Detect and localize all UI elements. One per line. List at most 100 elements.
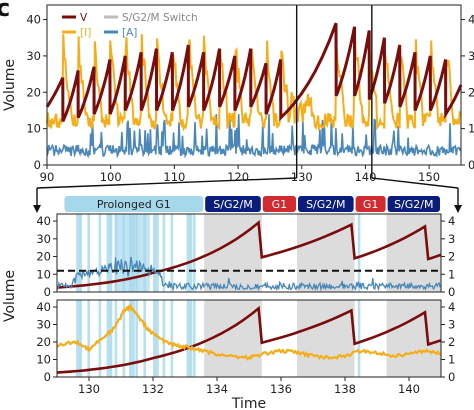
top-xtick-label: 90 [40, 170, 55, 184]
top-ytick-label: 20 [26, 85, 41, 99]
mid-ytick-label: 0 [44, 285, 51, 299]
top-y2tick-label: 1 [468, 122, 474, 136]
zoom-connectors [33, 165, 462, 213]
bot-xlabel: Time [231, 396, 266, 410]
mid-g1-stripe [153, 214, 159, 292]
bot-g1-stripe [122, 300, 126, 377]
bot-g1-stripe [114, 300, 118, 377]
top-ytick-label: 0 [34, 158, 41, 172]
mid-ytick-label: 20 [36, 250, 51, 264]
series-V-line [45, 22, 463, 122]
phase-segment [64, 196, 204, 212]
bot-xtick-label: 130 [78, 382, 100, 396]
mid-ytick-label: 30 [36, 232, 51, 246]
top-y2tick-label: 2 [468, 85, 474, 99]
top-ytick-label: 10 [26, 122, 41, 136]
bot-series-I-line [56, 303, 442, 361]
mid-y2tick-label: 0 [448, 285, 455, 299]
top-xtick-label: 120 [227, 170, 249, 184]
mid-y2tick-label: 2 [448, 250, 455, 264]
bot-y2tick-label: 1 [448, 353, 455, 367]
bot-ytick-label: 10 [36, 353, 51, 367]
bot-xtick-label: 136 [270, 382, 292, 396]
mid-sg2m-band [386, 214, 441, 292]
connector-arrowhead-left [33, 205, 41, 213]
bot-g1-stripe [87, 300, 90, 377]
bot-g1-stripe [98, 300, 102, 377]
bot-g1-stripe [106, 300, 113, 377]
mid-g1-stripe [193, 214, 196, 292]
bot-y2tick-label: 0 [448, 370, 455, 384]
bot-xtick-label: 140 [398, 382, 420, 396]
top-frame [46, 4, 462, 166]
zoom-ylabel: Volume [2, 270, 18, 322]
mid-g1-stripe [170, 214, 174, 292]
bot-sg2m-band [297, 300, 355, 377]
mid-sg2m-band [297, 214, 355, 292]
mid-series-V-line [56, 219, 442, 289]
mid-y2tick-label: 4 [448, 214, 455, 228]
phase-segment [262, 196, 296, 212]
connector-diagonal-left [36, 177, 297, 189]
top-xtick-label: 130 [291, 170, 313, 184]
panel-letter: c [0, 0, 10, 22]
bot-ytick-label: 30 [36, 318, 51, 332]
top-y2tick-label: 4 [468, 13, 474, 27]
bot-series-V-line [56, 305, 442, 374]
bot-frame [56, 299, 442, 378]
phase-segment [355, 196, 386, 212]
top-ylabel: Volume [2, 59, 18, 111]
phase-label: Prolonged G1 [97, 198, 171, 211]
bot-xtick-label: 134 [206, 382, 228, 396]
top-xtick-label: 110 [163, 170, 185, 184]
bot-g1-stripe [162, 300, 166, 377]
phase-label: S/G2/M [306, 198, 345, 211]
mid-y2tick-label: 3 [448, 232, 455, 246]
bot-g1-stripe [143, 300, 146, 377]
phase-label: S/G2/M [213, 198, 252, 211]
bot-ytick-label: 0 [44, 370, 51, 384]
mid-y2tick-label: 1 [448, 267, 455, 281]
phase-segment [298, 196, 354, 212]
phase-segment [205, 196, 261, 212]
top-xtick-label: 100 [100, 170, 122, 184]
top-xtick-label: 140 [354, 170, 376, 184]
bot-y2tick-label: 4 [448, 300, 455, 314]
bot-g1-stripe [76, 300, 82, 377]
mid-g1-stripe [106, 214, 113, 292]
phase-bar: Prolonged G1 S/G2/M G1 S/G2/M G1 S/G2/M [64, 196, 440, 212]
top-ytick-label: 30 [26, 49, 41, 63]
mid-ytick-label: 40 [36, 214, 51, 228]
mid-g1-stripe [357, 214, 361, 292]
legend-label: S/G2/M Switch [122, 12, 198, 24]
mid-g1-stripe [98, 214, 102, 292]
bot-ytick-label: 20 [36, 335, 51, 349]
connector-diagonal-right [371, 177, 459, 189]
bot-xtick-label: 138 [334, 382, 356, 396]
top-y2tick-label: 0 [468, 158, 474, 172]
bot-g1-stripe [193, 300, 196, 377]
phase-label: S/G2/M [394, 198, 433, 211]
connector-arrowhead-right [454, 205, 462, 213]
bot-ytick-label: 40 [36, 300, 51, 314]
legend-label: V [80, 12, 88, 24]
bot-y2tick-label: 3 [448, 318, 455, 332]
mid-g1-stripe [162, 214, 166, 292]
phase-label: G1 [363, 198, 379, 211]
legend: V [I] S/G2/M Switch [A] [62, 12, 198, 39]
mid-frame [56, 213, 442, 293]
mid-g1-stripe [87, 214, 90, 292]
top-y2tick-label: 3 [468, 49, 474, 63]
bot-g1-stripe [170, 300, 174, 377]
mid-series-A-line [56, 256, 441, 292]
series-A-line [46, 114, 462, 159]
bot-sg2m-band [386, 300, 441, 377]
top-xtick-label: 150 [418, 170, 440, 184]
bot-g1-stripe [129, 300, 135, 377]
mid-g1-stripe [76, 214, 82, 292]
phase-segment [387, 196, 440, 212]
bot-g1-stripe [186, 300, 193, 377]
top-panel: 0 10 20 30 40 0 1 2 3 4 90 100 110 120 130 140 150 Volume… [2, 4, 474, 184]
